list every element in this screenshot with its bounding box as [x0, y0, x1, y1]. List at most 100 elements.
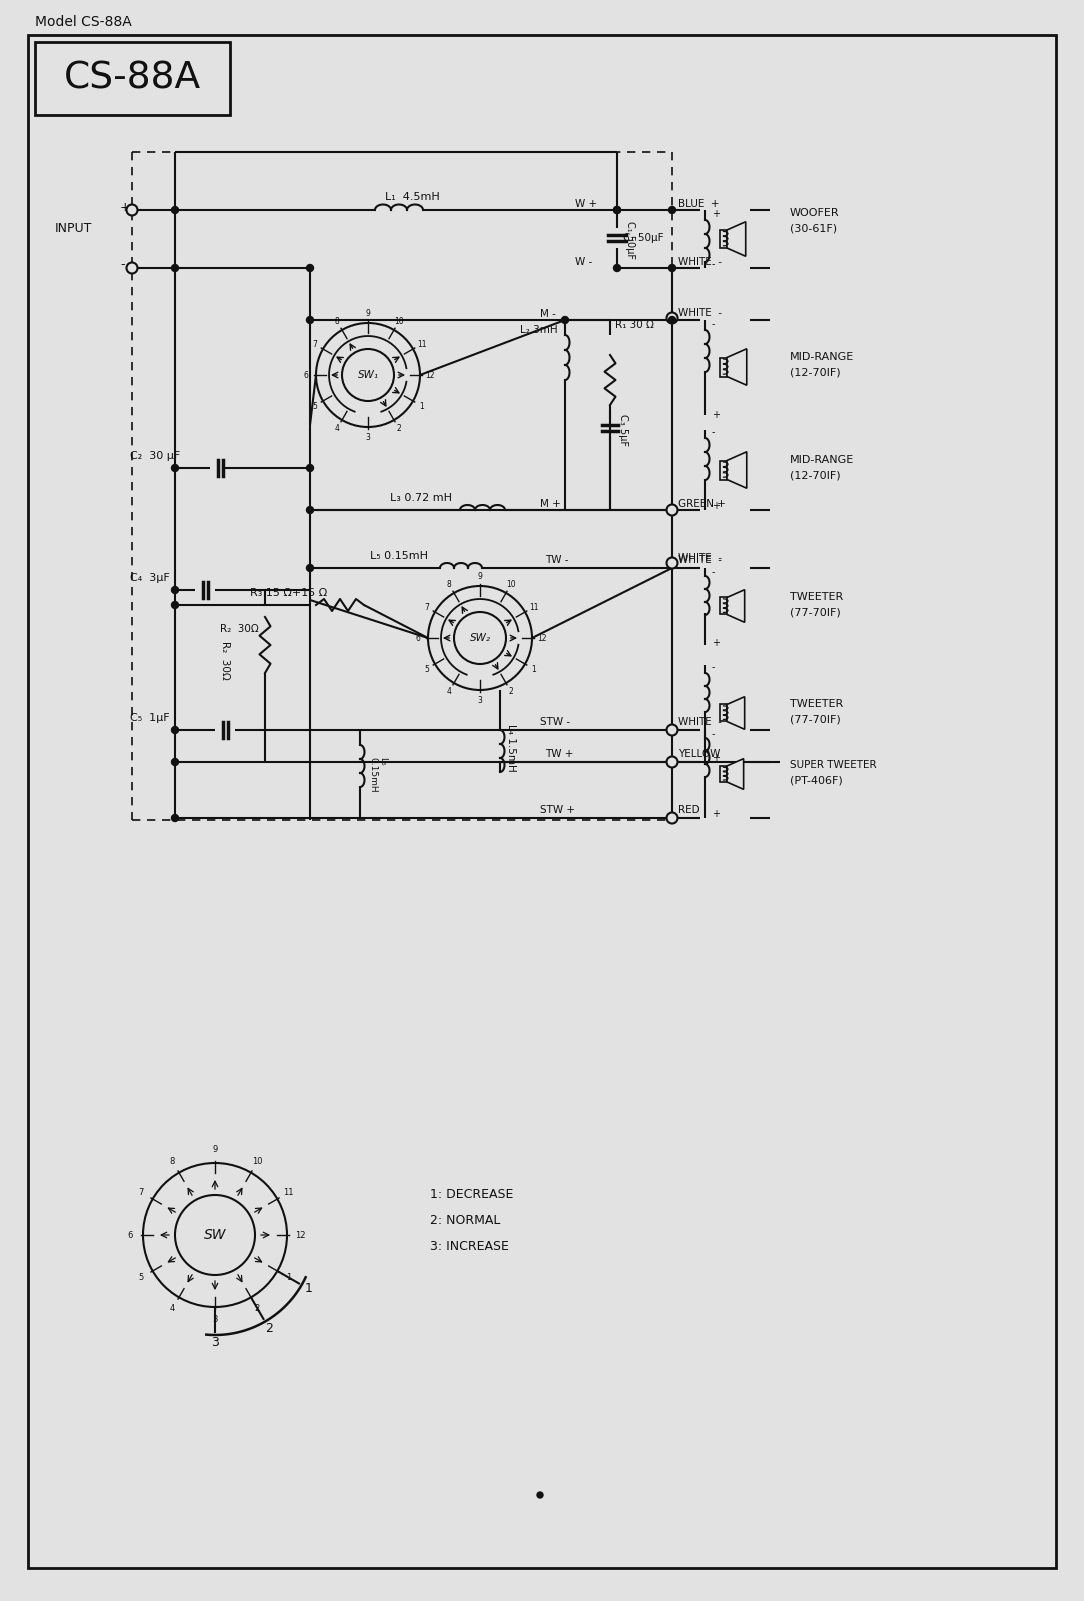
Circle shape — [667, 757, 678, 767]
Text: C₁ 50μF: C₁ 50μF — [625, 221, 635, 259]
Text: 5: 5 — [139, 1273, 144, 1282]
Text: INPUT: INPUT — [55, 221, 92, 234]
Text: SUPER TWEETER: SUPER TWEETER — [790, 760, 877, 770]
Circle shape — [669, 264, 675, 272]
Circle shape — [171, 602, 179, 608]
Text: YELLOW: YELLOW — [678, 749, 721, 759]
Text: +: + — [712, 809, 720, 820]
Circle shape — [667, 812, 678, 823]
Bar — [720, 357, 727, 376]
Text: -: - — [712, 259, 715, 269]
Text: 11: 11 — [417, 339, 426, 349]
Text: L₅ 0.15mH: L₅ 0.15mH — [370, 551, 428, 560]
Text: 7: 7 — [139, 1188, 144, 1198]
Circle shape — [614, 207, 620, 213]
Circle shape — [307, 565, 313, 572]
Polygon shape — [727, 349, 747, 386]
Polygon shape — [727, 759, 744, 789]
Text: R₁ 30 Ω: R₁ 30 Ω — [615, 320, 654, 330]
Text: L₆
0.15mH: L₆ 0.15mH — [367, 757, 387, 792]
Circle shape — [171, 727, 179, 733]
Text: RED: RED — [678, 805, 699, 815]
Text: 1: 1 — [531, 664, 537, 674]
Text: (12-70IF): (12-70IF) — [790, 471, 840, 480]
Text: 11: 11 — [283, 1188, 294, 1198]
Text: 2: NORMAL: 2: NORMAL — [430, 1215, 501, 1228]
Text: 1: 1 — [286, 1273, 292, 1282]
Circle shape — [341, 349, 393, 400]
Circle shape — [171, 759, 179, 765]
Text: 6: 6 — [304, 370, 309, 379]
Text: 2: 2 — [266, 1322, 273, 1335]
Text: +: + — [712, 501, 720, 511]
Text: 2: 2 — [508, 687, 514, 696]
Text: 2: 2 — [255, 1305, 260, 1313]
Text: 7: 7 — [312, 339, 317, 349]
Text: 5: 5 — [312, 402, 317, 410]
Text: TWEETER: TWEETER — [790, 700, 843, 709]
Circle shape — [614, 207, 620, 213]
Text: GREEN +: GREEN + — [678, 500, 726, 509]
Text: 8: 8 — [170, 1158, 176, 1166]
Text: 10: 10 — [506, 580, 516, 589]
Text: (77-70IF): (77-70IF) — [790, 714, 841, 724]
Bar — [720, 231, 727, 248]
Text: C₄  3μF: C₄ 3μF — [130, 573, 170, 583]
Circle shape — [317, 323, 420, 427]
Circle shape — [428, 586, 532, 690]
Text: 4: 4 — [447, 687, 451, 696]
Circle shape — [669, 815, 675, 821]
Text: STW -: STW - — [540, 717, 570, 727]
Circle shape — [562, 317, 568, 323]
Text: WHITE  -: WHITE - — [678, 258, 722, 267]
Text: (77-70IF): (77-70IF) — [790, 607, 841, 616]
Circle shape — [669, 207, 675, 213]
Circle shape — [307, 264, 313, 272]
Text: 3: 3 — [478, 695, 482, 704]
Circle shape — [175, 1194, 255, 1274]
Text: +: + — [712, 639, 720, 648]
Text: WHITE  -: WHITE - — [678, 556, 722, 565]
Text: 8: 8 — [335, 317, 339, 327]
Text: 11: 11 — [529, 602, 539, 612]
Text: W +: W + — [575, 199, 597, 210]
Text: TW -: TW - — [545, 556, 568, 565]
Text: R₂  30Ω: R₂ 30Ω — [220, 640, 230, 679]
Text: 3: 3 — [212, 1316, 218, 1324]
Circle shape — [454, 612, 506, 664]
Text: -: - — [712, 567, 715, 576]
Circle shape — [171, 464, 179, 472]
Circle shape — [307, 317, 313, 323]
Text: -: - — [712, 661, 715, 672]
Bar — [720, 704, 727, 722]
Text: R₃ 15 Ω+15 Ω: R₃ 15 Ω+15 Ω — [250, 588, 327, 599]
Circle shape — [127, 205, 138, 216]
Text: STW +: STW + — [540, 805, 575, 815]
Text: 9: 9 — [365, 309, 371, 317]
Text: M -: M - — [540, 309, 556, 319]
Text: TWEETER: TWEETER — [790, 592, 843, 602]
Text: L₂ 3mH: L₂ 3mH — [520, 325, 557, 335]
Circle shape — [307, 464, 313, 472]
Text: M +: M + — [540, 500, 560, 509]
Text: -: - — [712, 319, 715, 328]
Bar — [720, 765, 727, 781]
Polygon shape — [727, 589, 745, 623]
Text: (PT-406F): (PT-406F) — [790, 775, 842, 784]
Text: 2: 2 — [397, 424, 401, 434]
Text: 12: 12 — [425, 370, 435, 379]
Circle shape — [667, 725, 678, 735]
Circle shape — [614, 264, 620, 272]
Polygon shape — [727, 696, 745, 730]
Text: SW₂: SW₂ — [469, 632, 490, 644]
Circle shape — [667, 312, 678, 323]
Text: L₄ 1.5mH: L₄ 1.5mH — [506, 724, 516, 772]
Text: +: + — [120, 200, 131, 213]
Text: +: + — [712, 210, 720, 219]
Text: C₃ 5μF: C₃ 5μF — [618, 415, 628, 447]
Text: -: - — [712, 427, 715, 437]
Text: +: + — [712, 410, 720, 419]
Text: (30-61F): (30-61F) — [790, 223, 837, 234]
Text: 9: 9 — [212, 1145, 218, 1154]
Text: C₁ 50μF: C₁ 50μF — [623, 234, 663, 243]
